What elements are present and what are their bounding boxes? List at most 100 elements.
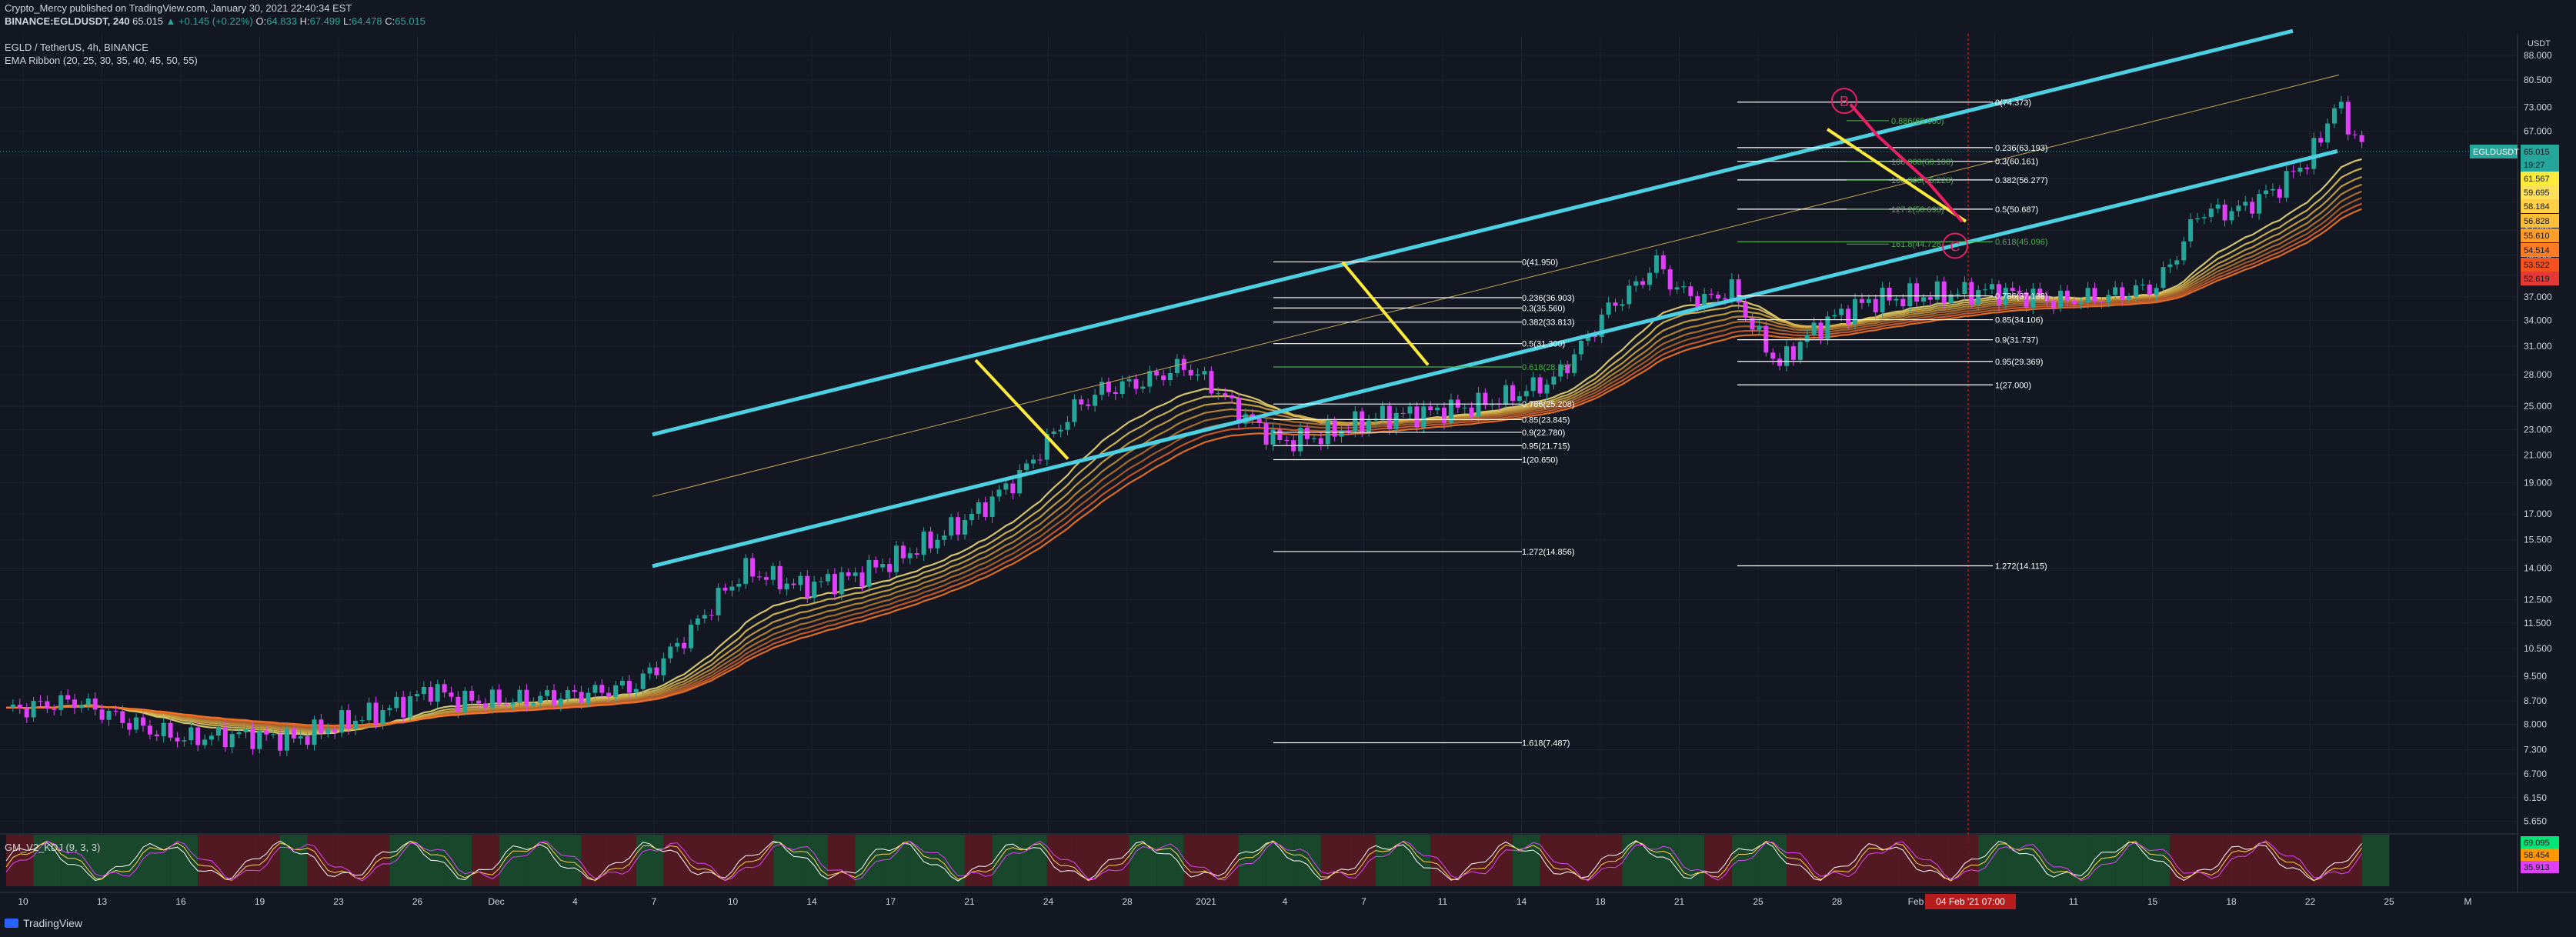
candle-body: [24, 708, 29, 718]
fib-label: 0.9(31.737): [1995, 336, 2038, 345]
candle-body: [969, 513, 974, 521]
candle-body: [435, 684, 440, 702]
price-label-box: [2521, 243, 2559, 257]
candle-body: [134, 717, 139, 730]
x-tick-label: 18: [2226, 896, 2237, 907]
candle-body: [99, 709, 105, 720]
symbol-name[interactable]: BINANCE:EGLDUSDT, 240: [5, 15, 130, 27]
low-value: 64.478: [351, 15, 382, 27]
candle-body: [2311, 138, 2317, 169]
oscillator-pane: [5, 835, 2559, 886]
candle-body: [592, 685, 598, 693]
candle-body: [1839, 308, 1844, 315]
oscillator-band: [1019, 835, 1047, 886]
candle-body: [120, 711, 125, 723]
candle-body: [415, 694, 419, 697]
oscillator-band: [581, 835, 609, 886]
y-tick-label: 9.500: [2524, 671, 2547, 682]
candle-body: [538, 695, 543, 703]
candle-body: [1825, 316, 1830, 339]
channel-upper-line: [652, 28, 2294, 437]
oscillator-band: [2087, 835, 2116, 886]
candle-body: [2188, 219, 2194, 242]
x-tick-label: 22: [2305, 896, 2316, 907]
candle-body: [826, 574, 830, 582]
candle-body: [757, 576, 762, 578]
candle-body: [462, 690, 468, 712]
candle-body: [2208, 208, 2214, 218]
candle-body: [2003, 288, 2008, 305]
oscillator-band: [1677, 835, 1705, 886]
fib-label: 1.272(14.856): [1522, 548, 1575, 557]
candle-body: [1927, 297, 1933, 300]
candle-body: [496, 689, 502, 704]
candle-body: [2318, 138, 2324, 143]
price-label: 65.015: [2524, 148, 2550, 157]
candle-body: [195, 727, 201, 745]
candle-body: [2264, 190, 2268, 195]
candle-body: [1133, 378, 1139, 389]
price-label: 56.828: [2524, 217, 2550, 226]
candle-body: [2270, 188, 2275, 191]
indicator-legend[interactable]: EMA Ribbon (20, 25, 30, 35, 40, 45, 50, …: [5, 55, 198, 66]
oscillator-band: [746, 835, 773, 886]
candle-body: [1393, 412, 1399, 429]
candle-body: [1969, 282, 1974, 305]
candle-body: [887, 564, 893, 572]
candle-body: [1934, 281, 1940, 300]
candle-body: [1750, 317, 1755, 330]
candle-body: [92, 699, 98, 710]
candle-body: [1667, 269, 1673, 290]
x-tick-label: 18: [1595, 896, 1606, 907]
candle-body: [750, 558, 756, 577]
candle-body: [1332, 420, 1337, 437]
candle-body: [408, 696, 413, 718]
candle-body: [1147, 371, 1153, 387]
candle-body: [2345, 102, 2351, 135]
oscillator-band: [472, 835, 499, 886]
oscillator-band: [1924, 835, 1951, 886]
candle-body: [661, 658, 666, 675]
y-tick-label: 19.000: [2524, 478, 2552, 489]
candle-body: [640, 673, 646, 689]
oscillator-band: [115, 835, 143, 886]
open-label: O:: [255, 15, 267, 27]
candle-body: [442, 684, 447, 693]
candle-body: [1907, 283, 1913, 307]
candle-body: [319, 719, 324, 734]
oscillator-band: [1320, 835, 1349, 886]
candle-body: [1003, 483, 1009, 490]
candle-body: [1990, 284, 1994, 290]
candle-body: [243, 729, 249, 733]
candle-body: [2181, 241, 2187, 261]
fib-label: 0.382(33.813): [1522, 318, 1575, 328]
candle-body: [668, 646, 673, 659]
candle-body: [141, 717, 145, 726]
wave-leg: [1849, 103, 1879, 137]
candle-body: [469, 690, 475, 701]
candle-body: [1716, 295, 1720, 298]
oscillator-band: [636, 835, 664, 886]
candle-body: [2044, 295, 2050, 301]
candle-body: [72, 699, 77, 709]
candle-body: [264, 730, 269, 735]
tradingview-logo[interactable]: TradingView: [5, 917, 82, 929]
price-label-box: [2521, 228, 2559, 242]
x-tick-label: 14: [806, 896, 817, 907]
candle-body: [2174, 260, 2180, 265]
candle-body: [880, 564, 886, 568]
candle-body: [606, 692, 612, 698]
candle-body: [2304, 167, 2310, 169]
cursor-time-label: 04 Feb '21 07:00: [1936, 896, 2005, 907]
candle-body: [2243, 202, 2248, 206]
price-label-box: [2521, 145, 2559, 158]
candle-body: [168, 722, 173, 738]
oscillator-legend[interactable]: GM_V2_KDJ (9, 3, 3): [5, 842, 101, 853]
candle-body: [175, 737, 180, 742]
candle-body: [846, 572, 851, 576]
candle-body: [2030, 288, 2036, 308]
candle-body: [2338, 102, 2344, 108]
fib-ext-label: 161.8(44.728): [1891, 240, 1944, 249]
